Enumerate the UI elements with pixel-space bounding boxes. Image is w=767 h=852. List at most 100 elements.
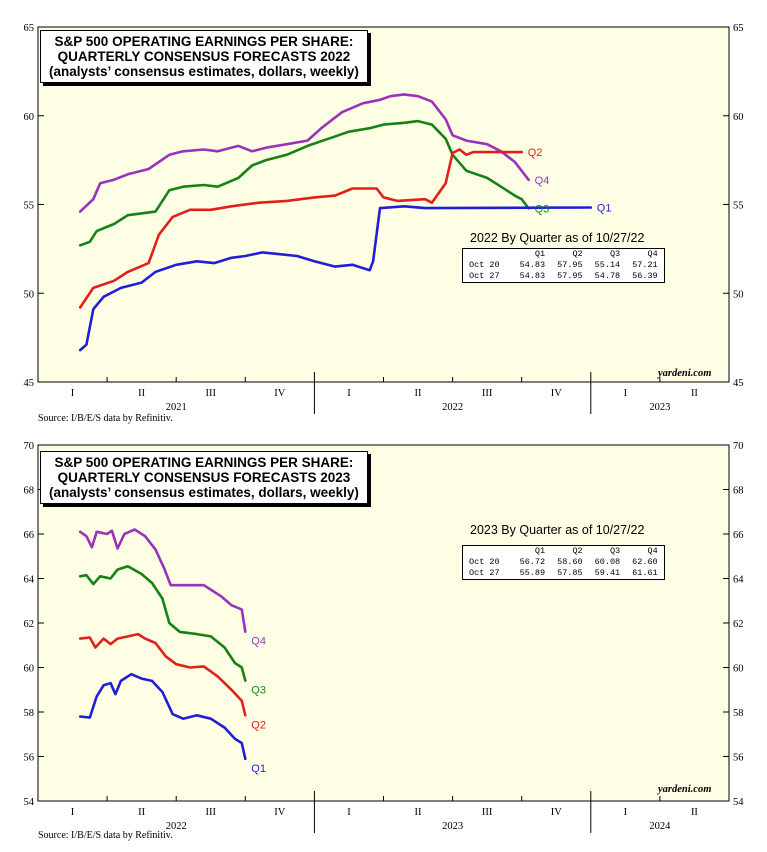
chart-2022-source: Source: I/B/E/S data by Refinitiv. xyxy=(38,413,173,424)
table-cell: Oct 27 xyxy=(469,568,500,578)
y-tick-label-right: 68 xyxy=(733,486,744,497)
table-cell: Oct 20 xyxy=(469,557,500,567)
series-line-q1 xyxy=(78,672,247,761)
y-tick-label-right: 58 xyxy=(733,708,744,719)
table-cell: 54.83 xyxy=(519,271,546,281)
y-tick-label-left: 68 xyxy=(24,486,35,497)
y-tick-label-right: 70 xyxy=(733,441,744,452)
chart-2022-title-line-1: S&P 500 OPERATING EARNINGS PER SHARE: xyxy=(54,34,354,49)
table-cell xyxy=(463,249,514,261)
table-cell: 54.78 xyxy=(594,271,621,281)
quarter-label: I xyxy=(624,807,628,818)
y-tick-label-right: 66 xyxy=(733,530,744,541)
year-label: 2024 xyxy=(649,821,671,832)
table-cell: Q2 xyxy=(572,249,583,259)
table-row: Oct 20 54.83 57.95 55.14 57.21 xyxy=(463,260,665,271)
series-label-q3: Q3 xyxy=(251,685,266,697)
series-label-q3: Q3 xyxy=(535,203,550,215)
table-cell: Q1 xyxy=(534,546,546,556)
y-tick-label-left: 54 xyxy=(24,797,35,808)
series-line-q3 xyxy=(78,119,530,247)
chart-2023-title: S&P 500 OPERATING EARNINGS PER SHARE: QU… xyxy=(40,451,368,504)
quarter-label: IV xyxy=(551,807,562,818)
table-header-row: Q1 Q2 Q3 Q4 xyxy=(463,546,665,558)
chart-2022-title-line-2: QUARTERLY CONSENSUS FORECASTS 2022 xyxy=(57,49,351,64)
table-cell: 59.41 xyxy=(594,568,621,578)
plot-area xyxy=(37,26,730,383)
quarter-label: II xyxy=(138,388,145,399)
series-label-q2: Q2 xyxy=(251,719,266,731)
y-tick-label-right: 64 xyxy=(733,575,744,586)
quarter-label: III xyxy=(482,388,493,399)
chart-2023-table-title: 2023 By Quarter as of 10/27/22 xyxy=(470,523,645,537)
y-tick-label-left: 66 xyxy=(24,530,35,541)
table-cell: Q4 xyxy=(647,249,658,259)
quarter-label: I xyxy=(624,388,628,399)
year-label: 2022 xyxy=(166,821,187,832)
series-line-q3 xyxy=(78,565,247,682)
table-cell: Q3 xyxy=(609,546,621,556)
y-tick-label-right: 45 xyxy=(733,378,744,389)
chart-2023-table: Q1 Q2 Q3 Q4 Oct 20 56.72 58.60 60.08 62.… xyxy=(462,545,665,580)
table-cell: Q1 xyxy=(534,249,546,259)
series-line-q2 xyxy=(78,148,523,309)
chart-2023-title-line-2: QUARTERLY CONSENSUS FORECASTS 2023 xyxy=(57,470,351,485)
table-cell: 57.85 xyxy=(557,568,583,578)
y-tick-label-right: 54 xyxy=(733,797,744,808)
y-tick-label-right: 65 xyxy=(733,23,744,34)
year-label: 2022 xyxy=(442,402,463,413)
table-cell: 55.89 xyxy=(519,568,546,578)
quarter-label: IV xyxy=(551,388,562,399)
y-tick-label-left: 45 xyxy=(24,378,35,389)
quarter-label: I xyxy=(71,388,75,399)
year-label: 2023 xyxy=(649,402,670,413)
quarter-label: III xyxy=(482,807,493,818)
y-tick-label-left: 62 xyxy=(24,619,35,630)
table-cell xyxy=(463,546,514,558)
y-tick-label-left: 56 xyxy=(24,753,35,764)
table-cell: 54.83 xyxy=(519,260,546,270)
table-cell: Oct 20 xyxy=(469,260,500,270)
table-cell: 56.72 xyxy=(519,557,546,567)
y-tick-label-right: 62 xyxy=(733,619,744,630)
y-tick-label-left: 60 xyxy=(24,664,35,675)
chart-2023-title-line-3: (analysts’ consensus estimates, dollars,… xyxy=(49,485,359,500)
series-label-q4: Q4 xyxy=(251,636,266,648)
table-cell: Q3 xyxy=(609,249,621,259)
table-cell: 57.95 xyxy=(557,271,583,281)
plot-area xyxy=(37,444,730,802)
table-cell: 61.61 xyxy=(632,568,658,578)
y-tick-label-left: 58 xyxy=(24,708,35,719)
quarter-label: IV xyxy=(274,388,285,399)
table-cell: Oct 27 xyxy=(469,271,500,281)
table-header-row: Q1 Q2 Q3 Q4 xyxy=(463,249,665,261)
quarter-label: I xyxy=(347,388,351,399)
y-tick-label-left: 70 xyxy=(24,441,35,452)
quarter-label: I xyxy=(347,807,351,818)
quarter-label: III xyxy=(206,388,217,399)
table-row: Oct 27 55.89 57.85 59.41 61.61 xyxy=(463,568,665,580)
year-label: 2021 xyxy=(166,402,187,413)
year-label: 2023 xyxy=(442,821,463,832)
y-tick-label-left: 50 xyxy=(24,289,35,300)
chart-2023-source: Source: I/B/E/S data by Refinitiv. xyxy=(38,830,173,841)
chart-2022-title: S&P 500 OPERATING EARNINGS PER SHARE: QU… xyxy=(40,30,368,83)
series-line-q4 xyxy=(78,93,530,213)
chart-2023-title-line-1: S&P 500 OPERATING EARNINGS PER SHARE: xyxy=(54,455,354,470)
quarter-label: II xyxy=(415,807,422,818)
y-tick-label-right: 50 xyxy=(733,289,744,300)
series-label-q1: Q1 xyxy=(251,763,266,775)
table-cell: 58.60 xyxy=(557,557,583,567)
table-cell: 57.21 xyxy=(632,260,658,270)
chart-2022-table: Q1 Q2 Q3 Q4 Oct 20 54.83 57.95 55.14 57.… xyxy=(462,248,665,283)
y-tick-label-right: 60 xyxy=(733,664,744,675)
table-cell: 55.14 xyxy=(594,260,621,270)
table-cell: 62.60 xyxy=(632,557,658,567)
table-row: Oct 20 56.72 58.60 60.08 62.60 xyxy=(463,557,665,568)
quarter-label: II xyxy=(691,388,698,399)
y-tick-label-left: 55 xyxy=(24,201,35,212)
quarter-label: III xyxy=(206,807,217,818)
series-label-q2: Q2 xyxy=(528,147,543,159)
